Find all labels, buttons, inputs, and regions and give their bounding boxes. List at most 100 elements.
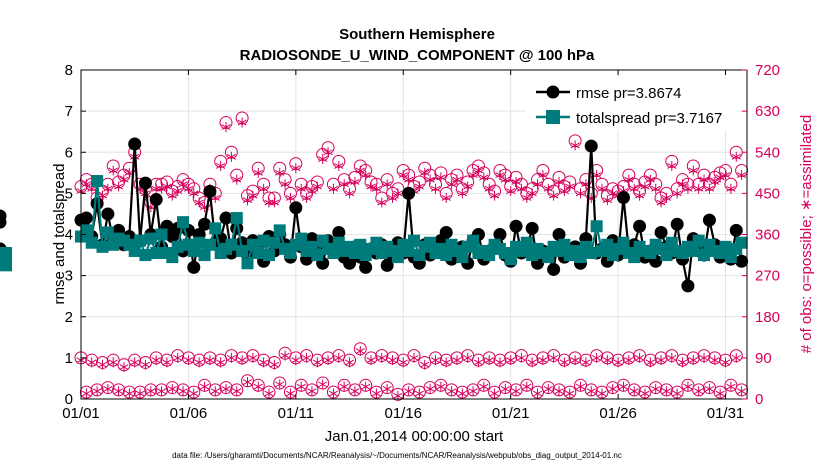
totalspread-point [80, 224, 93, 237]
rmse-point [0, 209, 7, 223]
totalspread-point [735, 236, 748, 249]
obs-star-stroke [81, 390, 91, 397]
rmse-point [729, 223, 743, 237]
obs-star-stroke [97, 192, 108, 199]
obs-star-stroke [135, 390, 145, 397]
obs-assimilated-marker [226, 352, 236, 363]
obs-assimilated-marker [113, 386, 124, 397]
obs-assimilated-marker [634, 190, 645, 201]
obs-assimilated-marker [108, 357, 118, 368]
obs-star-stroke [323, 357, 333, 364]
obs-star-stroke [371, 185, 382, 192]
obs-star-stroke [704, 185, 715, 192]
rmse-point [547, 262, 561, 276]
obs-assimilated-marker [350, 386, 360, 397]
obs-assimilated-marker [199, 381, 210, 392]
obs-assimilated-marker [312, 181, 322, 192]
obs-star-stroke [430, 185, 441, 192]
obs-star-stroke [366, 357, 376, 364]
obs-star-stroke [688, 167, 698, 174]
obs-star-stroke [248, 354, 258, 361]
obs-star-stroke [430, 357, 441, 364]
rmse-point [138, 176, 152, 190]
obs-star-stroke [651, 185, 661, 192]
x-tick-label: 01/16 [384, 405, 422, 422]
totalspread-point [193, 236, 206, 249]
obs-star-stroke [334, 163, 344, 169]
obs-assimilated-marker [285, 192, 296, 203]
obs-star-stroke [162, 359, 172, 366]
obs-star-stroke [173, 354, 183, 361]
obs-star-stroke [677, 181, 688, 188]
obs-star-stroke [597, 390, 607, 397]
obs-assimilated-marker [683, 381, 693, 392]
rmse-point [509, 219, 523, 233]
obs-assimilated-marker [651, 183, 661, 194]
rmse-point [670, 217, 684, 231]
obs-assimilated-marker [489, 388, 500, 399]
obs-star-stroke [404, 176, 414, 183]
obs-star-stroke [301, 195, 312, 201]
y-tick-label: 6 [65, 144, 73, 161]
obs-star-stroke [140, 361, 151, 368]
totalspread-point [504, 253, 517, 266]
obs-star-stroke [425, 386, 435, 392]
obs-assimilated-marker [366, 355, 376, 366]
obs-assimilated-marker [97, 190, 108, 201]
obs-assimilated-marker [463, 352, 473, 363]
totalspread-point [128, 244, 141, 257]
totalspread-point [273, 224, 286, 237]
totalspread-point [660, 249, 673, 262]
totalspread-point [601, 238, 614, 251]
obs-assimilated-marker [318, 379, 328, 390]
obs-star-stroke [726, 185, 736, 192]
obs-assimilated-marker [361, 381, 371, 392]
rmse-point [633, 219, 647, 233]
obs-assimilated-marker [371, 388, 382, 399]
obs-assimilated-marker [259, 357, 269, 368]
y2-tick-label: 540 [755, 144, 780, 161]
obs-star-stroke [457, 190, 467, 197]
x-tick-label: 01/11 [278, 405, 314, 422]
obs-assimilated-marker [291, 163, 301, 174]
obs-star-stroke [318, 156, 328, 163]
totalspread-point [241, 257, 254, 270]
obs-star-stroke [119, 364, 129, 370]
obs-assimilated-marker [221, 122, 231, 133]
obs-star-stroke [328, 185, 339, 192]
obs-star-stroke [81, 181, 91, 188]
obs-star-stroke [565, 390, 575, 397]
y2-tick-label: 0 [755, 391, 763, 408]
obs-star-stroke [618, 383, 629, 390]
obs-assimilated-marker [119, 362, 129, 373]
obs-star-stroke [130, 359, 140, 366]
obs-star-stroke [371, 390, 382, 397]
obs-star-stroke [586, 388, 596, 395]
legend-rmse-marker [546, 85, 560, 99]
obs-star-stroke [468, 172, 478, 179]
obs-assimilated-marker [253, 381, 263, 392]
obs-star-stroke [194, 359, 204, 366]
obs-star-stroke [699, 176, 709, 183]
rmse-point [198, 217, 212, 231]
obs-star-stroke [377, 199, 387, 206]
obs-assimilated-marker [436, 381, 446, 392]
obs-assimilated-marker [377, 197, 387, 208]
obs-assimilated-marker [538, 170, 548, 181]
obs-assimilated-marker [694, 183, 704, 194]
obs-star-stroke [146, 388, 156, 395]
y-tick-label: 4 [65, 227, 73, 244]
obs-star-stroke [221, 386, 231, 392]
rmse-point [332, 225, 346, 239]
obs-star-stroke [602, 357, 612, 364]
obs-assimilated-marker [538, 355, 548, 366]
obs-star-stroke [425, 176, 435, 183]
obs-assimilated-marker [339, 381, 349, 392]
obs-assimilated-marker [382, 383, 392, 394]
obs-star-stroke [479, 383, 489, 390]
obs-assimilated-marker [328, 183, 339, 194]
obs-assimilated-marker [688, 165, 698, 176]
totalspread-point [311, 249, 324, 262]
obs-assimilated-marker [162, 357, 172, 368]
y-tick-label: 7 [65, 103, 73, 120]
